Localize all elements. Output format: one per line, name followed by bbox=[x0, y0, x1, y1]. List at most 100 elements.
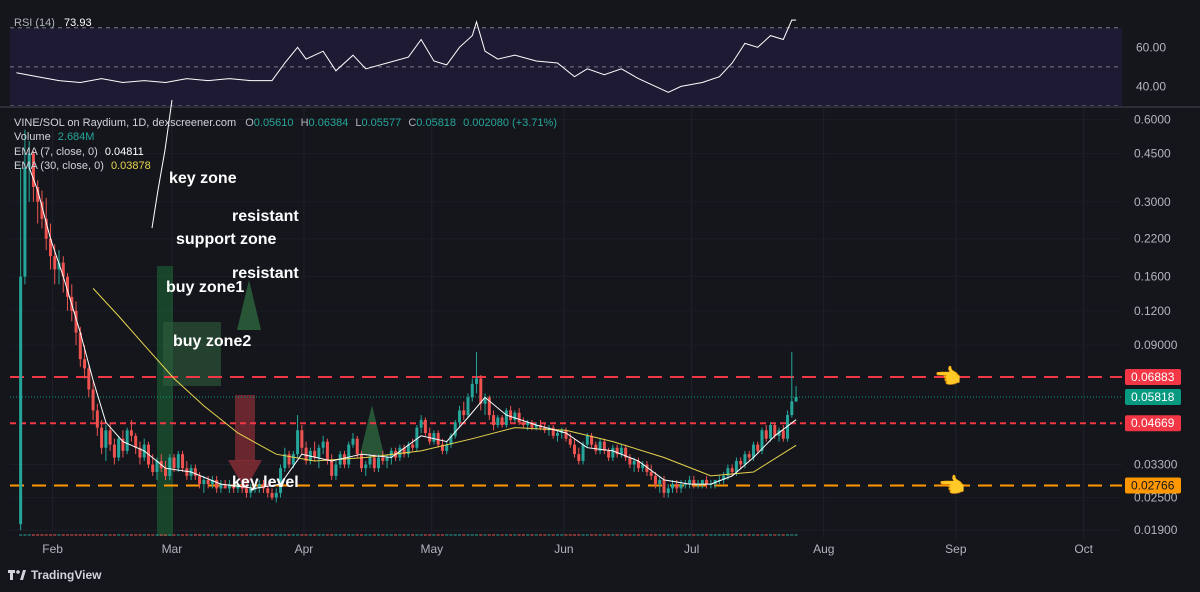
down-arrow bbox=[228, 460, 262, 490]
candle-body bbox=[355, 438, 359, 455]
candle-body bbox=[607, 450, 611, 458]
volume-bar bbox=[492, 534, 496, 536]
candle bbox=[181, 450, 185, 472]
volume-bar bbox=[475, 534, 479, 536]
candle-body bbox=[108, 430, 112, 445]
candle-body bbox=[347, 444, 351, 465]
volume-bar bbox=[330, 534, 334, 536]
candle-body bbox=[364, 464, 368, 469]
volume-bar bbox=[734, 534, 738, 536]
candle-body bbox=[590, 435, 594, 445]
volume-bar bbox=[394, 534, 398, 536]
time-tick-label: Sep bbox=[945, 542, 967, 556]
volume-bar bbox=[521, 534, 525, 536]
price-tick-label: 0.1600 bbox=[1134, 270, 1171, 284]
candle-body bbox=[411, 444, 415, 448]
up-arrow-1 bbox=[237, 280, 261, 330]
candle bbox=[57, 250, 61, 285]
symbol-title: VINE/SOL on Raydium, 1D, dexscreener.com bbox=[14, 117, 237, 129]
candle-body bbox=[398, 447, 402, 458]
volume-bar bbox=[781, 534, 785, 536]
candle bbox=[764, 425, 768, 442]
volume-bar bbox=[117, 534, 121, 536]
volume-bar bbox=[551, 534, 555, 536]
candle bbox=[598, 438, 602, 455]
tradingview-logo[interactable]: TradingView bbox=[8, 568, 101, 582]
open-label: O bbox=[245, 117, 254, 129]
candle-body bbox=[181, 454, 185, 469]
volume-bar bbox=[185, 534, 189, 536]
candle-body bbox=[594, 444, 598, 451]
candle-body bbox=[769, 425, 772, 439]
ema7-legend[interactable]: EMA (7, close, 0) 0.04811 bbox=[14, 146, 144, 158]
candle-body bbox=[66, 276, 70, 297]
candle bbox=[164, 460, 168, 480]
candle-body bbox=[470, 383, 474, 398]
candle bbox=[125, 427, 129, 455]
symbol-legend[interactable]: VINE/SOL on Raydium, 1D, dexscreener.com… bbox=[14, 117, 557, 129]
candle bbox=[364, 460, 368, 476]
volume-bar bbox=[602, 534, 606, 536]
volume-bar bbox=[219, 534, 223, 536]
rsi-legend[interactable]: RSI (14) 73.93 bbox=[14, 17, 92, 29]
candle-body bbox=[432, 433, 436, 442]
annotation-support-zone: support zone bbox=[176, 231, 277, 248]
candle-body bbox=[168, 457, 172, 476]
candle-body bbox=[415, 427, 419, 448]
volume-bar bbox=[666, 534, 670, 536]
candle bbox=[449, 433, 453, 448]
candle-body bbox=[296, 430, 300, 455]
volume-bar bbox=[142, 534, 146, 536]
candle bbox=[202, 475, 206, 493]
candle bbox=[257, 479, 261, 493]
candle-body bbox=[641, 464, 645, 469]
volume-bar bbox=[683, 534, 687, 536]
candle bbox=[61, 256, 65, 293]
ema30-legend[interactable]: EMA (30, close, 0) 0.03878 bbox=[14, 160, 151, 172]
candle-body bbox=[206, 479, 210, 485]
candle-body bbox=[283, 454, 287, 469]
candle bbox=[688, 475, 692, 489]
ema7-value: 0.04811 bbox=[104, 146, 144, 158]
volume-bar bbox=[274, 534, 278, 536]
volume-bar bbox=[764, 534, 768, 536]
candle bbox=[521, 417, 525, 428]
volume-bar bbox=[743, 534, 747, 536]
volume-bar bbox=[479, 534, 483, 536]
candle bbox=[334, 460, 338, 480]
candle bbox=[475, 351, 479, 394]
candle-body bbox=[287, 454, 291, 465]
candle-body bbox=[436, 433, 440, 445]
candle-body bbox=[466, 397, 470, 416]
candle bbox=[91, 382, 95, 420]
volume-bar bbox=[202, 534, 206, 536]
volume-legend[interactable]: Volume 2.684M bbox=[14, 131, 94, 143]
candle-body bbox=[453, 422, 457, 436]
candle-body bbox=[462, 410, 466, 416]
volume-bar bbox=[189, 534, 193, 536]
candle-body bbox=[219, 484, 223, 489]
candle bbox=[440, 438, 444, 455]
candle-body bbox=[636, 460, 640, 469]
candle-body bbox=[104, 430, 108, 448]
volume-bar bbox=[457, 534, 461, 536]
candle-body bbox=[513, 412, 517, 420]
volume-bar bbox=[653, 534, 657, 536]
volume-bar bbox=[585, 534, 589, 536]
candle-body bbox=[53, 256, 57, 270]
candle-body bbox=[504, 410, 508, 426]
volume-bar bbox=[389, 534, 393, 536]
candle-body bbox=[671, 484, 675, 489]
volume-bar bbox=[645, 534, 649, 536]
candle-body bbox=[27, 153, 31, 168]
candle-body bbox=[223, 484, 227, 489]
candle bbox=[274, 488, 278, 503]
volume-bar bbox=[257, 534, 261, 536]
candle bbox=[198, 471, 202, 489]
volume-bar bbox=[61, 534, 65, 536]
annotation-key-zone: key zone bbox=[169, 170, 237, 187]
candle-body bbox=[457, 410, 461, 423]
volume-bar bbox=[611, 534, 615, 536]
volume-bar bbox=[679, 534, 683, 536]
